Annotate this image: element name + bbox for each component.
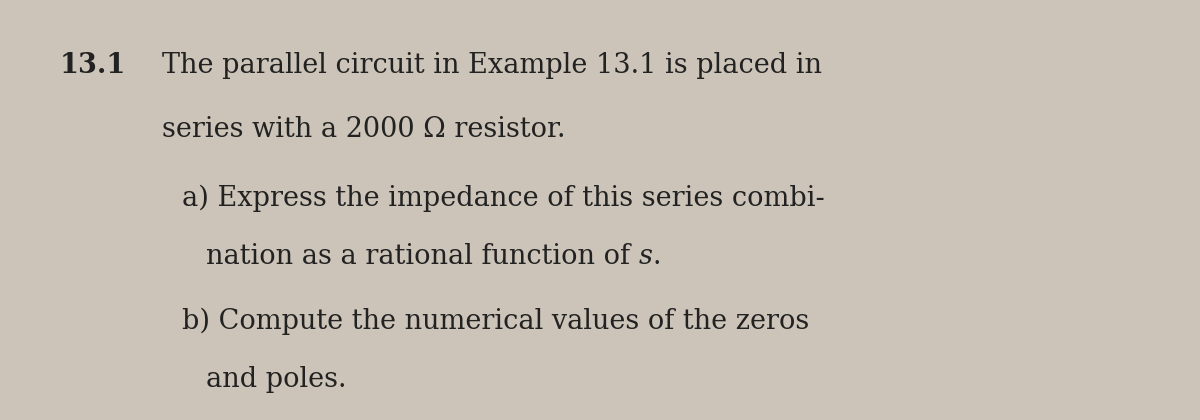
- Text: The parallel circuit in Example 13.1 is placed in: The parallel circuit in Example 13.1 is …: [162, 52, 822, 79]
- Text: s: s: [640, 243, 653, 270]
- Text: a) Express the impedance of this series combi-: a) Express the impedance of this series …: [182, 185, 826, 213]
- Text: .: .: [653, 243, 661, 270]
- Text: nation as a rational function of: nation as a rational function of: [206, 243, 640, 270]
- Text: series with a 2000 Ω resistor.: series with a 2000 Ω resistor.: [162, 116, 565, 143]
- Text: 13.1: 13.1: [60, 52, 126, 79]
- Text: and poles.: and poles.: [206, 366, 347, 393]
- Text: b) Compute the numerical values of the zeros: b) Compute the numerical values of the z…: [182, 308, 810, 336]
